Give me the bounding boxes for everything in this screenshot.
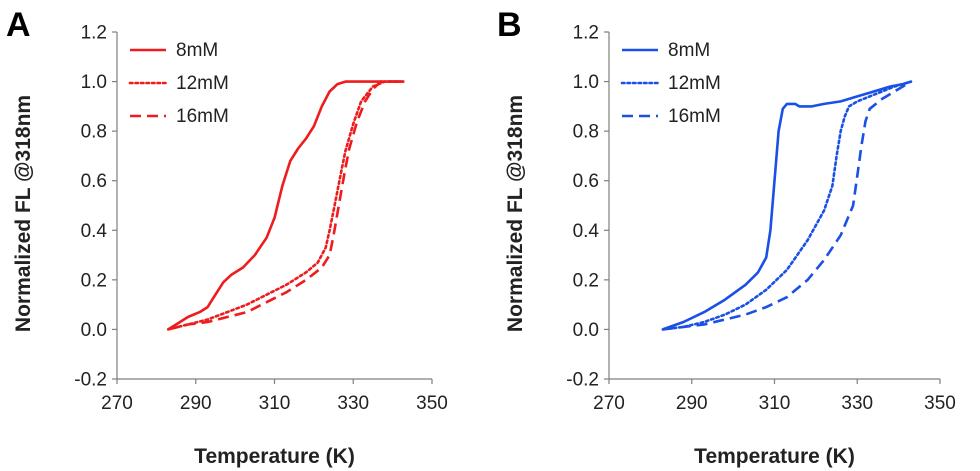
panel-a-x-tick-label: 350	[416, 393, 448, 414]
panel-b-legend-label-8mm: 8mM	[668, 40, 710, 61]
panel-b-x-tick-label: 270	[593, 393, 625, 414]
panel-a-x-tick-label: 270	[101, 393, 133, 414]
panel-b-y-tick-label: 0.4	[573, 221, 600, 242]
panel-b-y-tick-label: 0.2	[573, 270, 599, 291]
panel-a-y-tick-label: 0.4	[81, 221, 108, 242]
panel-a-y-tick-label: 1.2	[81, 23, 107, 44]
panel-a-y-tick-label: 0.8	[81, 122, 107, 143]
panel-b-y-tick-label: 0.8	[573, 122, 599, 143]
panel-b-x-axis-title: Temperature (K)	[694, 445, 855, 468]
panel-b-y-tick-label: 1.0	[573, 72, 599, 93]
panel-a-x-axis-title: Temperature (K)	[194, 445, 355, 468]
panel-b-x-tick-label: 350	[924, 393, 956, 414]
panel-a-x-tick-label: 290	[180, 393, 212, 414]
panel-b-y-tick-label: -0.2	[566, 370, 599, 391]
panel-b-x-tick-label: 290	[676, 393, 708, 414]
panel-b-letter: B	[497, 6, 522, 44]
panel-a-series-16mm	[167, 80, 405, 331]
panel-a-x-tick-label: 310	[259, 393, 291, 414]
panel-b-legend-label-12mm: 12mM	[668, 73, 721, 94]
panel-a-x-tick-label: 330	[337, 393, 369, 414]
panel-a-legend-label-12mm: 12mM	[176, 73, 229, 94]
panel-b-x-tick-label: 330	[841, 393, 873, 414]
panel-a-legend-label-16mm: 16mM	[176, 106, 229, 127]
panel-a: A -0.2 0.0 0.2 0.4 0.6 0.8 1.0 1.2 270 290 310 330 35…	[6, 6, 448, 468]
panel-a-y-tick-label: 0.6	[81, 171, 107, 192]
panel-b-y-tick-label: 0.0	[573, 320, 599, 341]
panel-a-series-12mm	[166, 80, 406, 331]
panel-b: B -0.2 0.0 0.2 0.4 0.6 0.8 1.0 1.2 270 290 310 330 35…	[497, 6, 956, 468]
panel-a-y-tick-label: 0.2	[81, 270, 107, 291]
panel-a-y-tick-label: 1.0	[81, 72, 107, 93]
panel-b-series-16mm	[662, 80, 912, 331]
panel-a-legend-label-8mm: 8mM	[176, 40, 218, 61]
panel-b-legend-label-16mm: 16mM	[668, 106, 721, 127]
panel-b-y-tick-label: 0.6	[573, 171, 599, 192]
panel-b-y-tick-label: 1.2	[573, 23, 599, 44]
panel-a-y-tick-label: 0.0	[81, 320, 107, 341]
panel-b-x-tick-label: 310	[759, 393, 791, 414]
panel-b-series-8mm	[662, 80, 912, 331]
panel-b-series-12mm	[661, 80, 913, 331]
panel-a-y-axis-title: Normalized FL @318nm	[12, 95, 35, 332]
panel-a-letter: A	[6, 6, 31, 44]
panel-a-series-8mm	[167, 80, 405, 331]
panel-b-y-axis-title: Normalized FL @318nm	[504, 95, 527, 332]
panel-a-y-tick-label: -0.2	[74, 370, 107, 391]
